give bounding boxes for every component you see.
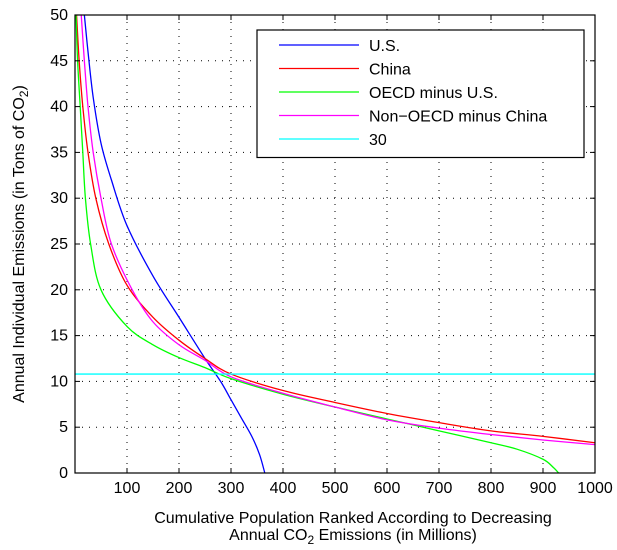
y-tick-label: 20	[50, 282, 68, 299]
y-tick-label: 50	[50, 7, 68, 24]
y-axis-label: Annual Individual Emissions (in Tons of …	[11, 85, 31, 403]
legend-label-0: U.S.	[369, 38, 400, 55]
y-tick-label: 35	[50, 144, 68, 161]
x-tick-label: 900	[530, 480, 557, 497]
x-tick-label: 400	[270, 480, 297, 497]
legend-box	[256, 29, 585, 159]
x-tick-label: 200	[166, 480, 193, 497]
series-line-0	[83, 15, 266, 473]
legend-label-3: Non−OECD minus China	[369, 109, 547, 126]
y-tick-label: 30	[50, 190, 68, 207]
legend-label-4: 30	[369, 132, 387, 149]
y-tick-label: 10	[50, 373, 68, 390]
ticks-layer: 100 200 300 400 500 600 700 800 900 1000 0 5 10 15 20 2…	[50, 7, 613, 497]
series-layer	[75, 15, 595, 473]
x-axis-label-line1: Cumulative Population Ranked According t…	[154, 510, 552, 527]
x-tick-label: 800	[478, 480, 505, 497]
series-line-2	[75, 15, 560, 473]
x-tick-label: 600	[374, 480, 401, 497]
x-tick-label: 1000	[577, 480, 613, 497]
y-tick-label: 25	[50, 236, 68, 253]
y-tick-label: 45	[50, 53, 68, 70]
series-line-1	[75, 15, 595, 444]
y-tick-label: 40	[50, 99, 68, 116]
x-tick-label: 700	[426, 480, 453, 497]
series-line-3	[80, 15, 595, 446]
y-tick-label: 15	[50, 328, 68, 345]
y-tick-label: 5	[59, 419, 68, 436]
legend-label-1: China	[369, 62, 411, 79]
x-tick-label: 500	[322, 480, 349, 497]
legend: U.S. China OECD minus U.S. Non−OECD minus C…	[256, 29, 585, 159]
x-tick-label: 100	[114, 480, 141, 497]
x-axis-label-line2: Annual CO2 Emissions (in Millions)	[229, 527, 477, 547]
x-tick-label: 300	[218, 480, 245, 497]
y-tick-label: 0	[59, 465, 68, 482]
legend-label-2: OECD minus U.S.	[369, 85, 498, 102]
